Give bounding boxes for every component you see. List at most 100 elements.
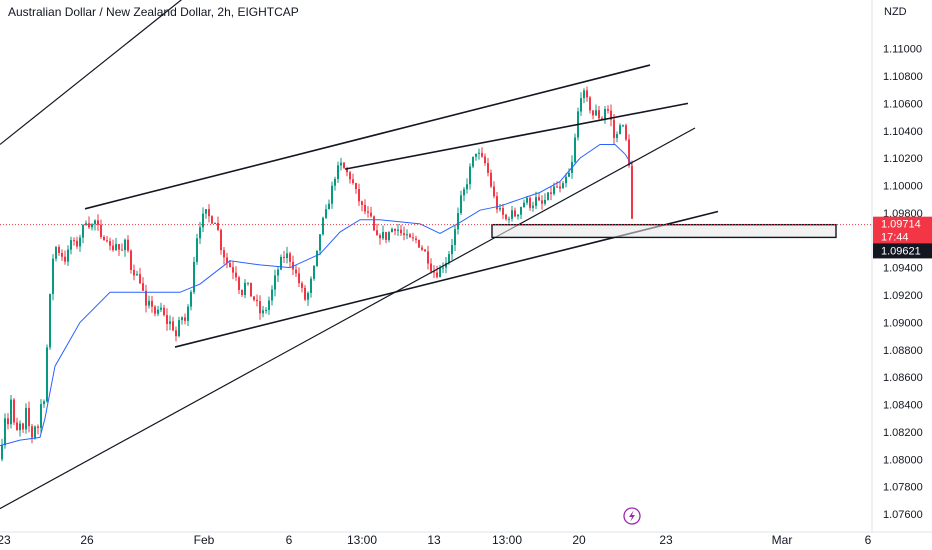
candle-body [514, 210, 516, 217]
moving-average-line [0, 143, 633, 447]
time-tick-label: 13:00 [347, 533, 377, 547]
candle-body [220, 229, 222, 251]
candle-body [163, 307, 165, 316]
candle-body [250, 282, 252, 297]
candle-body [490, 172, 492, 187]
candle-body [79, 237, 81, 247]
price-tick-label: 1.08400 [883, 400, 923, 412]
candle-body [133, 269, 135, 276]
candle-body [184, 317, 186, 321]
price-tick-label: 1.09000 [883, 317, 923, 329]
price-tick-label: 1.07800 [883, 482, 923, 494]
candle-body [334, 178, 336, 186]
candle-body [268, 300, 270, 310]
candle-body [559, 186, 561, 189]
candle-body [1, 445, 3, 460]
candle-body [196, 238, 198, 262]
candle-body [16, 422, 18, 431]
candle-body [607, 109, 609, 111]
candle-body [259, 301, 261, 314]
price-tick-label: 1.09200 [883, 290, 923, 302]
candle-body [22, 423, 24, 430]
candle-body [430, 263, 432, 272]
candle-body [439, 267, 441, 278]
symbol-title: Australian Dollar / New Zealand Dollar, … [8, 5, 299, 19]
candle-body [397, 229, 399, 231]
candle-body [520, 207, 522, 215]
candle-body [436, 272, 438, 278]
candle-body [73, 240, 75, 242]
candle-body [361, 201, 363, 205]
candle-body [241, 289, 243, 296]
candle-body [598, 110, 600, 119]
candle-body [109, 241, 111, 246]
time-tick-label: 6 [286, 533, 293, 547]
candle-body [67, 249, 69, 262]
candle-body [472, 156, 474, 167]
candle-body [445, 262, 447, 268]
candle-body [484, 156, 486, 164]
candle-body [541, 200, 543, 204]
candle-body [568, 172, 570, 177]
candle-body [328, 203, 330, 210]
candle-body [550, 192, 552, 194]
candle-body [631, 165, 633, 219]
candle-body [547, 192, 549, 200]
candle-body [199, 227, 201, 239]
lightning-bolt-icon[interactable] [623, 507, 641, 525]
candle-body [532, 205, 534, 208]
candle-body [313, 265, 315, 279]
candle-body [64, 256, 66, 262]
time-tick-label: Feb [194, 533, 215, 547]
candle-body [409, 234, 411, 238]
candle-body [172, 321, 174, 331]
candle-body [223, 250, 225, 258]
candle-body [7, 418, 9, 425]
candle-body [418, 239, 420, 248]
candle-body [478, 152, 480, 154]
candle-body [202, 213, 204, 228]
candle-body [49, 293, 51, 348]
candle-body [526, 197, 528, 203]
candle-body [19, 423, 21, 431]
candle-body [253, 296, 255, 300]
candle-body [118, 244, 120, 250]
candle-body [343, 162, 345, 169]
time-tick-label: 26 [80, 533, 94, 547]
candle-body [94, 220, 96, 225]
candle-body [508, 218, 510, 220]
candle-body [283, 256, 285, 258]
candle-body [28, 407, 30, 427]
price-tick-label: 1.10200 [883, 153, 923, 165]
candle-body [376, 230, 378, 236]
candle-body [211, 216, 213, 224]
candle-body [544, 199, 546, 204]
candle-body [421, 247, 423, 250]
candle-body [58, 247, 60, 254]
last-price-label: 1.09714 [881, 219, 921, 231]
candle-body [97, 220, 99, 225]
time-tick-label: 23 [659, 533, 673, 547]
candle-body [103, 236, 105, 241]
candle-body [127, 239, 129, 251]
candle-body [136, 274, 138, 276]
candle-body [415, 238, 417, 240]
candle-body [457, 213, 459, 230]
candle-body [475, 153, 477, 157]
candle-body [442, 267, 444, 269]
candle-body [43, 401, 45, 405]
candle-body [301, 283, 303, 288]
candle-body [52, 258, 54, 294]
candle-body [403, 233, 405, 235]
candle-body [565, 176, 567, 184]
candle-body [169, 321, 171, 324]
candle-body [433, 271, 435, 273]
candle-body [4, 418, 6, 446]
candle-body [142, 283, 144, 291]
price-tick-label: 1.10000 [883, 181, 923, 193]
candle-body [481, 152, 483, 157]
candle-body [271, 289, 273, 301]
candle-body [151, 300, 153, 307]
candle-body [316, 250, 318, 266]
